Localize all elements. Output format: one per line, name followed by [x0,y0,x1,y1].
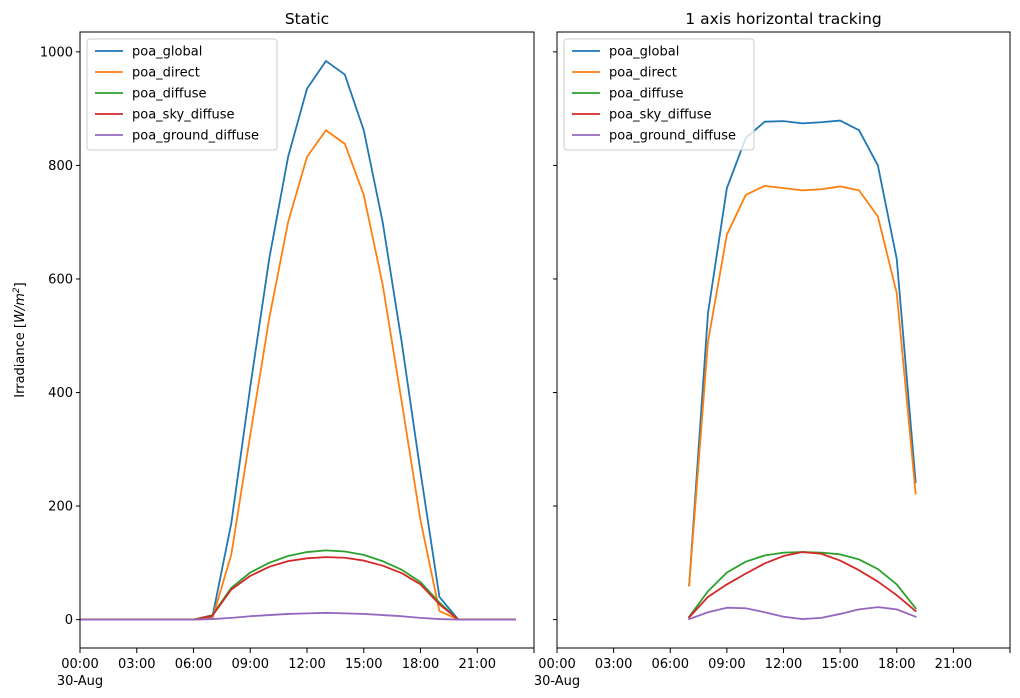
series-group [687,119,917,621]
x-tick-label: 15:00 [821,657,858,672]
legend-entry: poa_sky_diffuse [609,108,712,123]
series-line-poa-ground-diffuse [80,611,516,621]
legend-entry: poa_diffuse [132,87,207,102]
legend-entry: poa_direct [609,66,677,81]
legend: poa_global poa_direct poa_diffuse poa_sky_d… [86,38,278,151]
x-tick-label: 09:00 [232,657,269,672]
y-tick-label: 600 [48,272,73,287]
x-tick-label: 03:00 [595,657,632,672]
y-axis-label-unit: W/m [13,293,28,323]
x-tick-label: 00:00 [61,657,98,672]
y-tick-label: 200 [48,500,73,515]
legend-box [563,38,755,151]
static-panel: Static 0 200 400 600 800 1000 00:00 30-Aug 03:00 0… [12,10,535,689]
series-group [80,60,516,621]
x-tick-label: 18:00 [402,657,439,672]
tracking-panel: 1 axis horizontal tracking 00:00 30-Aug 03:… [534,10,1011,689]
chart-title: 1 axis horizontal tracking [685,10,881,28]
x-tick-label: 18:00 [878,657,915,672]
x-tick-label: 06:00 [175,657,212,672]
chart-title: Static [285,10,329,28]
x-tick-label: 09:00 [708,657,745,672]
x-tick-label: 15:00 [345,657,382,672]
y-axis-label-close: ] [13,282,28,287]
x-tick-label: 21:00 [459,657,496,672]
legend-entry: poa_sky_diffuse [132,108,235,123]
y-axis-label: Irradiance [W/m2] [12,282,28,397]
x-tick-label: 03:00 [118,657,155,672]
x-tick-label: 00:00 [538,657,575,672]
legend: poa_global poa_direct poa_diffuse poa_sky_d… [563,38,755,151]
legend-entry: poa_diffuse [609,87,684,102]
x-tick-label: 06:00 [652,657,689,672]
x-tick-label: 12:00 [765,657,802,672]
y-tick-label: 800 [48,159,73,174]
y-tick-label: 400 [48,386,73,401]
series-line-poa-global [688,119,917,587]
y-axis-label-text: Irradiance [ [13,323,28,398]
legend-entry: poa_ground_diffuse [609,129,736,144]
x-tick-label: 21:00 [935,657,972,672]
legend-entry: poa_global [132,45,202,60]
series-line-poa-direct [688,184,917,587]
legend-entry: poa_global [609,45,679,60]
y-axis-label-superscript: 2 [12,287,22,293]
x-tick-sublabel: 30-Aug [534,674,580,689]
series-line-poa-direct [80,129,516,621]
y-tick-label: 1000 [40,45,73,60]
series-line-poa-sky-diffuse [687,551,917,619]
legend-entry: poa_direct [132,66,200,81]
series-line-poa-ground-diffuse [687,606,917,621]
legend-entry: poa_ground_diffuse [132,129,259,144]
y-tick-label: 0 [65,613,73,628]
x-tick-label: 12:00 [288,657,325,672]
legend-box [86,38,278,151]
x-tick-sublabel: 30-Aug [57,674,103,689]
